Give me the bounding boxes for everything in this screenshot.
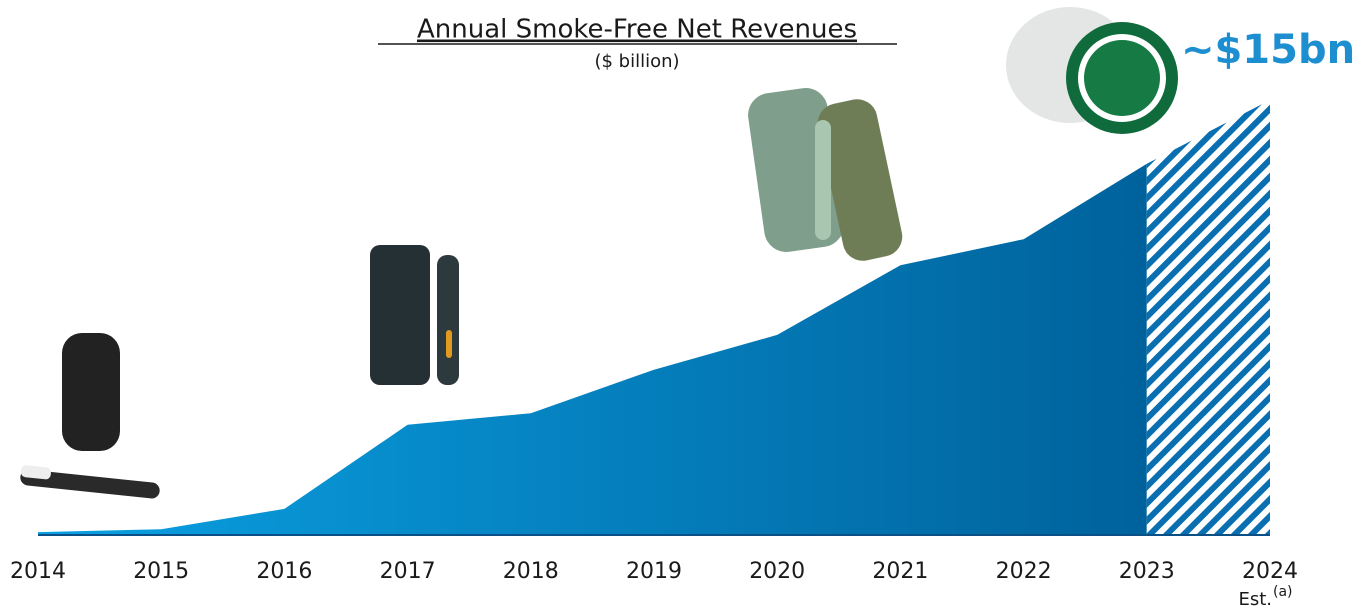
estimate-area [1146,100,1270,535]
estimate-label: Est. [1238,589,1272,610]
area [38,163,1147,536]
x-tick-label: 2024 [1242,559,1298,584]
x-tick-label: 2015 [133,559,189,584]
plot-area: 2014 2015 2016 2017 2018 2019 2020 2021 2022 2023… [10,27,1355,610]
x-tick-label: 2022 [996,559,1052,584]
device-2020 [748,88,903,261]
value-label: ~$15bn [1181,27,1355,73]
device-2014 [20,333,160,499]
x-tick-label: 2023 [1119,559,1175,584]
x-tick-label: 2018 [503,559,559,584]
x-tick-label: 2021 [872,559,928,584]
x-tick-label: 2019 [626,559,682,584]
chart-title: Annual Smoke-Free Net Revenues [417,15,857,45]
zyn-can [1006,7,1178,134]
x-tick-label: 2017 [380,559,436,584]
x-tick-label: 2016 [256,559,312,584]
footnote-marker: (a) [1273,584,1293,600]
x-tick-label: 2020 [749,559,805,584]
device-2017 [370,245,459,385]
x-tick-label: 2014 [10,559,66,584]
chart-subtitle: ($ billion) [594,51,679,72]
